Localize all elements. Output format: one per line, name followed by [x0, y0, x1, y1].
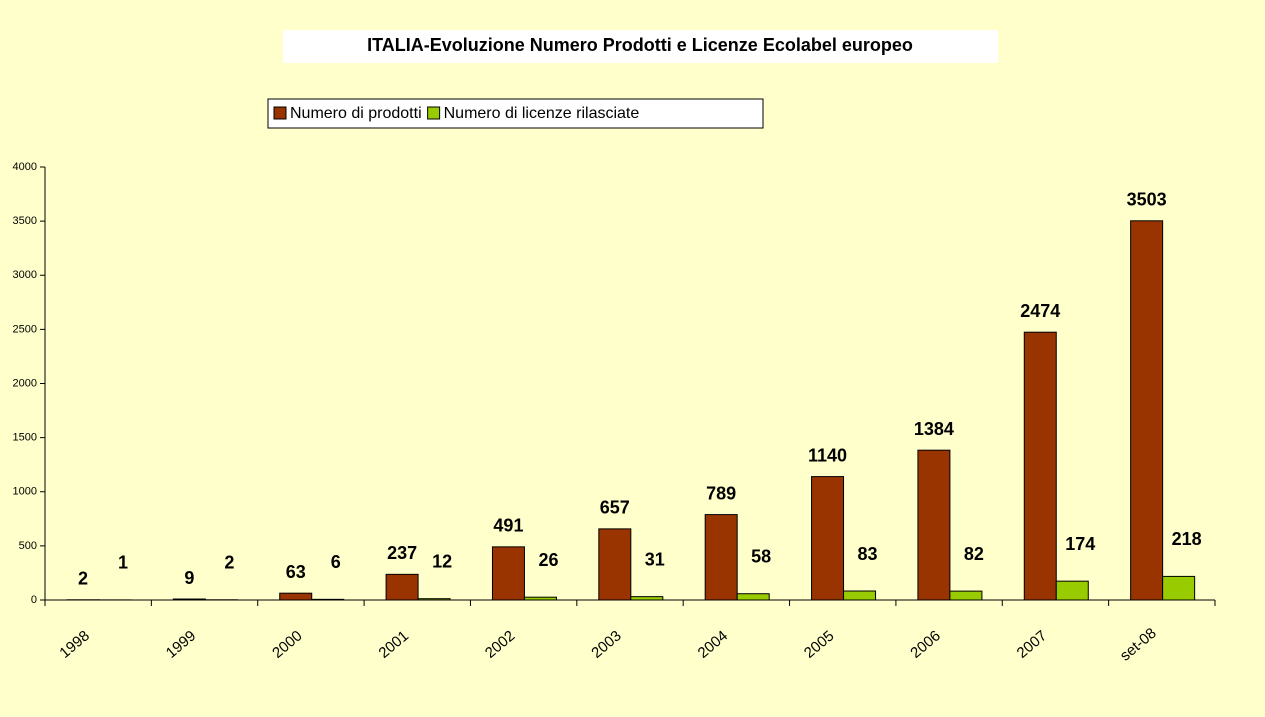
data-label: 174 [1065, 534, 1095, 554]
data-label: 237 [387, 543, 417, 563]
data-label: 58 [751, 546, 771, 566]
data-label: 63 [286, 562, 306, 582]
bar [1130, 220, 1164, 601]
bar [1055, 580, 1089, 601]
data-label: 1140 [808, 445, 847, 465]
bar [417, 598, 451, 601]
data-label: 82 [964, 544, 984, 564]
data-label: 491 [493, 516, 523, 536]
data-label: 83 [858, 544, 878, 564]
y-tick-label: 2500 [13, 323, 37, 335]
legend-box [267, 98, 764, 129]
bar [491, 546, 525, 601]
data-label: 26 [538, 550, 558, 570]
bar [1023, 331, 1057, 601]
legend-label: Numero di prodotti [290, 105, 422, 122]
data-label: 2 [224, 553, 234, 573]
bar [311, 598, 345, 601]
legend-swatch [273, 106, 287, 120]
bar [172, 598, 206, 601]
y-tick-label: 3500 [13, 215, 37, 227]
y-tick-label: 0 [31, 594, 37, 606]
bar [523, 596, 557, 601]
title-box [283, 30, 998, 63]
bar [811, 476, 845, 601]
bar [917, 449, 951, 601]
data-label: 218 [1172, 529, 1202, 549]
data-label: 6 [331, 552, 341, 572]
data-label: 789 [706, 483, 736, 503]
bar [843, 590, 877, 601]
y-tick-label: 1500 [13, 432, 37, 444]
bar [1162, 575, 1196, 601]
bar [630, 596, 664, 601]
data-label: 2474 [1020, 301, 1060, 321]
y-tick-label: 500 [19, 540, 37, 552]
data-label: 12 [432, 551, 452, 571]
data-label: 1384 [914, 419, 954, 439]
y-tick-label: 1000 [13, 486, 37, 498]
y-tick-label: 3000 [13, 269, 37, 281]
legend-label: Numero di licenze rilasciate [444, 105, 640, 122]
bar [949, 590, 983, 601]
data-label: 1 [118, 553, 128, 573]
bar [598, 528, 632, 601]
data-label: 9 [184, 568, 194, 588]
bar [279, 592, 313, 601]
bar [704, 514, 738, 601]
legend-swatch [427, 106, 441, 120]
y-tick-label: 4000 [13, 161, 37, 173]
data-label: 3503 [1127, 190, 1167, 210]
data-label: 31 [645, 549, 665, 569]
chart-title: ITALIA-Evoluzione Numero Prodotti e Lice… [367, 35, 913, 55]
bar [385, 573, 419, 601]
data-label: 2 [78, 569, 88, 589]
data-label: 657 [600, 498, 630, 518]
y-tick-label: 2000 [13, 377, 37, 389]
bar [736, 593, 770, 601]
